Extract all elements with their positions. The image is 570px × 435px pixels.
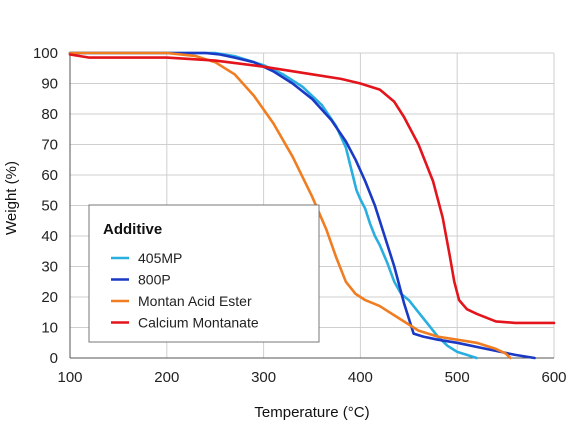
- x-tick-label: 200: [154, 369, 179, 386]
- x-tick-label: 100: [57, 369, 82, 386]
- legend-label-4: Calcium Montanate: [138, 315, 259, 331]
- y-tick-label: 100: [33, 45, 58, 62]
- tick-labels: 0 10 20 30 40 50 60 70 80 90 100 100 200 300 400 500 600: [33, 45, 567, 386]
- series-lines: [68, 51, 556, 360]
- x-axis-title: Temperature (°C): [254, 404, 369, 421]
- y-tick-label: 30: [41, 259, 58, 276]
- legend-label-1: 405MP: [138, 250, 182, 266]
- y-tick-label: 10: [41, 320, 58, 337]
- y-tick-label: 90: [41, 76, 58, 93]
- y-tick-label: 50: [41, 198, 58, 215]
- legend-items: 405MP 800P Montan Acid Ester Calcium Montan…: [111, 250, 259, 331]
- y-tick-label: 70: [41, 137, 58, 154]
- x-tick-label: 600: [541, 369, 566, 386]
- legend: Additive 405MP 800P Montan Acid Ester Calci…: [88, 204, 320, 343]
- legend-label-2: 800P: [138, 272, 171, 288]
- y-tick-label: 40: [41, 228, 58, 245]
- y-tick-label: 80: [41, 106, 58, 123]
- y-axis-title: Weight (%): [3, 161, 20, 235]
- y-tick-label: 60: [41, 167, 58, 184]
- series-line-2: [68, 51, 536, 360]
- y-tick-label: 0: [50, 350, 58, 367]
- legend-title: Additive: [103, 221, 162, 238]
- y-tick-label: 20: [41, 289, 58, 306]
- legend-label-3: Montan Acid Ester: [138, 293, 252, 309]
- x-tick-label: 500: [445, 369, 470, 386]
- legend-box: [88, 204, 320, 343]
- series-line-4: [68, 53, 556, 325]
- x-tick-label: 300: [251, 369, 276, 386]
- x-tick-label: 400: [348, 369, 373, 386]
